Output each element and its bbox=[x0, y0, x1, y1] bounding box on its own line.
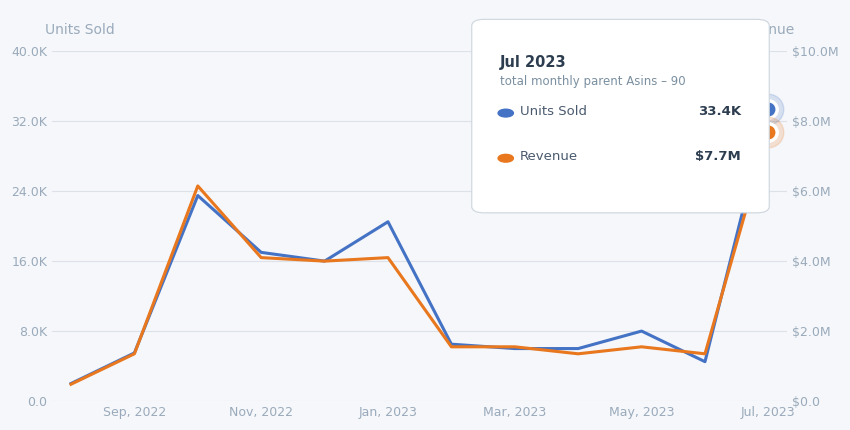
Text: $7.7M: $7.7M bbox=[695, 150, 741, 163]
Text: Revenue: Revenue bbox=[734, 23, 795, 37]
Text: Jul 2023: Jul 2023 bbox=[500, 55, 566, 70]
Text: Revenue: Revenue bbox=[520, 150, 578, 163]
Text: Units Sold: Units Sold bbox=[520, 105, 587, 118]
Text: Units Sold: Units Sold bbox=[44, 23, 115, 37]
Text: total monthly parent Asins – 90: total monthly parent Asins – 90 bbox=[500, 75, 685, 88]
Text: 33.4K: 33.4K bbox=[698, 105, 741, 118]
